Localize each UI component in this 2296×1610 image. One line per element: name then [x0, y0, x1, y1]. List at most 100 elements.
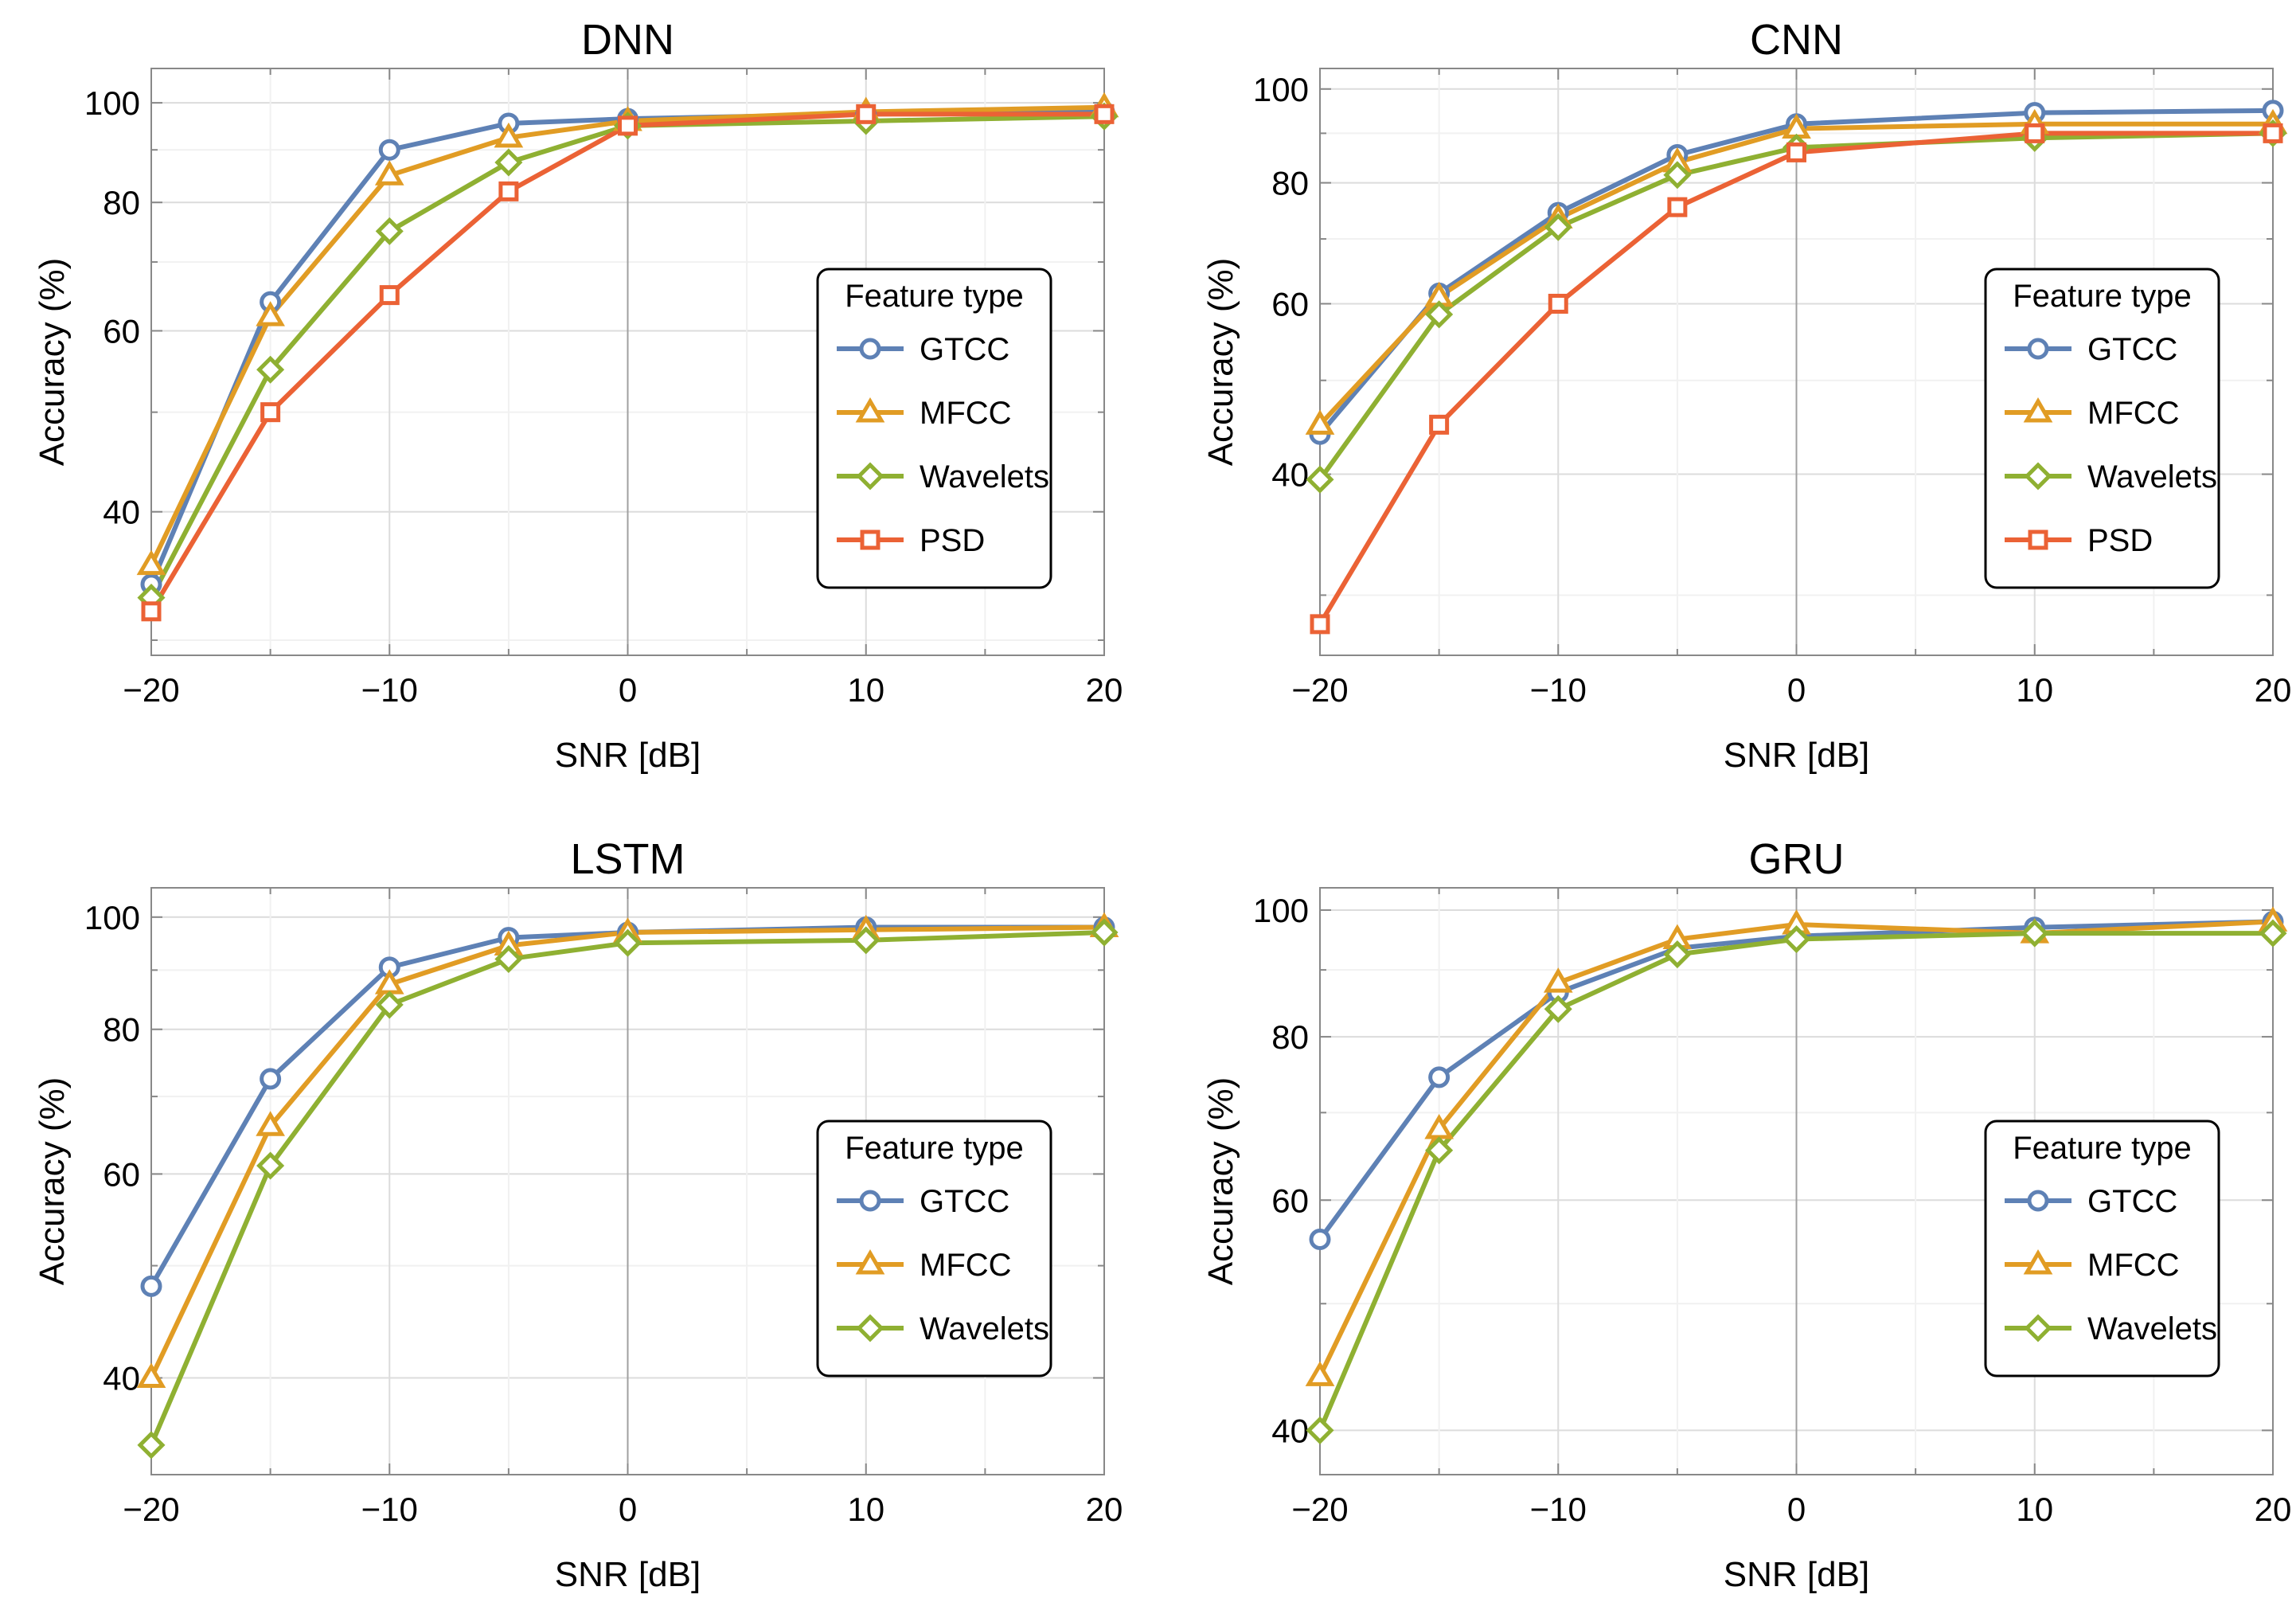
legend-marker-mfcc	[855, 397, 885, 423]
legend-title: Feature type	[2013, 279, 2192, 314]
data-point-wavelets	[256, 1151, 285, 1180]
x-axis-label: SNR [dB]	[1724, 1555, 1869, 1594]
x-tick-label: 20	[1086, 1491, 1123, 1528]
x-tick-label: 10	[2016, 1491, 2053, 1528]
data-point-wavelets	[613, 928, 642, 957]
data-point-wavelets	[375, 217, 404, 245]
data-point-wavelets	[494, 944, 523, 973]
x-tick-label: −10	[361, 1491, 418, 1528]
legend-label-wavelets: Wavelets	[2087, 459, 2217, 494]
legend-label-wavelets: Wavelets	[920, 459, 1049, 494]
legend: Feature type GTCC MFCC Wavelets	[816, 1120, 1052, 1377]
chart-dnn: −20 −10 0 10 20 40 60 80 100 DNN SNR [dB] Accuracy …	[33, 16, 1123, 775]
legend-label-psd: PSD	[920, 523, 985, 558]
data-point-wavelets	[1544, 213, 1572, 241]
y-axis-label: Accuracy (%)	[33, 258, 72, 467]
chart-title: LSTM	[570, 835, 685, 883]
y-tick-label: 80	[103, 1011, 140, 1049]
data-point-gtcc	[1309, 1228, 1331, 1250]
data-point-psd	[1548, 293, 1568, 314]
y-tick-label: 40	[103, 1360, 140, 1397]
x-axis-label: SNR [dB]	[555, 1555, 701, 1594]
y-tick-label: 100	[84, 899, 140, 936]
legend-label-mfcc: MFCC	[920, 1248, 1012, 1283]
data-point-mfcc	[374, 160, 404, 186]
x-tick-label: 10	[847, 671, 884, 709]
legend: Feature type GTCC MFCC Wavelets	[1984, 1120, 2220, 1377]
data-point-mfcc	[494, 122, 524, 148]
data-point-mfcc	[256, 1111, 285, 1136]
data-point-wavelets	[1782, 925, 1811, 954]
x-tick-label: 20	[2255, 1491, 2292, 1528]
x-tick-label: −20	[123, 1491, 179, 1528]
data-point-psd	[2263, 123, 2283, 143]
legend-marker-mfcc	[855, 1249, 885, 1275]
legend-box	[1984, 1120, 2220, 1377]
y-tick-label: 40	[1271, 456, 1309, 494]
data-point-wavelets	[852, 926, 881, 955]
legend-label-mfcc: MFCC	[2087, 1248, 2180, 1283]
x-tick-label: 20	[1086, 671, 1123, 709]
x-tick-label: −20	[1291, 1491, 1348, 1528]
data-point-wavelets	[375, 991, 404, 1019]
legend-marker-wavelets	[856, 462, 884, 490]
x-tick-label: −10	[1530, 1491, 1587, 1528]
data-point-gtcc	[140, 1275, 162, 1297]
y-tick-label: 40	[1271, 1412, 1309, 1449]
x-tick-label: 0	[619, 671, 637, 709]
legend-marker-gtcc	[859, 338, 881, 360]
y-tick-label: 100	[84, 84, 140, 122]
data-point-mfcc	[136, 1362, 166, 1389]
y-axis-label: Accuracy (%)	[33, 1077, 72, 1286]
data-point-psd	[2025, 123, 2045, 143]
legend-label-gtcc: GTCC	[920, 1184, 1009, 1219]
legend-title: Feature type	[2013, 1131, 2192, 1166]
legend-marker-wavelets	[2024, 462, 2052, 490]
data-point-psd	[618, 115, 638, 136]
legend-marker-psd	[2028, 530, 2048, 550]
x-tick-label: −20	[123, 671, 179, 709]
data-point-mfcc	[1543, 967, 1573, 993]
chart-title: GRU	[1749, 835, 1845, 883]
data-point-mfcc	[1305, 409, 1335, 435]
data-point-psd	[1310, 614, 1330, 635]
chart-cnn: −20 −10 0 10 20 40 60 80 100 CNN SNR [dB] Accuracy …	[1201, 16, 2291, 775]
data-point-mfcc	[1305, 1361, 1335, 1386]
data-point-wavelets	[1090, 918, 1119, 947]
data-point-psd	[379, 285, 400, 306]
data-point-wavelets	[1663, 161, 1692, 190]
data-point-psd	[856, 104, 877, 124]
data-point-mfcc	[256, 301, 285, 326]
data-point-wavelets	[2259, 919, 2287, 948]
x-tick-label: 10	[2016, 671, 2053, 709]
data-point-wavelets	[1425, 300, 1454, 329]
data-point-wavelets	[137, 1431, 166, 1460]
y-tick-label: 60	[103, 312, 140, 350]
data-point-psd	[141, 601, 162, 622]
data-point-wavelets	[1306, 1416, 1334, 1444]
y-tick-label: 60	[103, 1155, 140, 1193]
legend-box	[816, 1120, 1052, 1377]
data-point-psd	[1786, 142, 1806, 162]
x-tick-label: 20	[2255, 671, 2292, 709]
y-axis-label: Accuracy (%)	[1201, 258, 1240, 467]
legend-marker-gtcc	[2027, 338, 2049, 360]
legend-title: Feature type	[845, 1131, 1024, 1166]
y-tick-label: 60	[1271, 1182, 1309, 1219]
legend-label-mfcc: MFCC	[2087, 396, 2180, 431]
chart-title: CNN	[1750, 16, 1843, 64]
data-point-psd	[1667, 197, 1688, 217]
data-point-mfcc	[136, 549, 166, 576]
data-point-gtcc	[378, 139, 400, 161]
x-tick-label: −10	[361, 671, 418, 709]
legend-label-wavelets: Wavelets	[920, 1311, 1049, 1346]
x-tick-label: 0	[1787, 671, 1806, 709]
legend-marker-wavelets	[856, 1314, 884, 1342]
chart-title: DNN	[581, 16, 674, 64]
legend-label-psd: PSD	[2087, 523, 2153, 558]
y-tick-label: 80	[103, 184, 140, 221]
legend-marker-gtcc	[2027, 1190, 2049, 1212]
chart-lstm: −20 −10 0 10 20 40 60 80 100 LSTM SNR [dB] Accuracy…	[33, 835, 1123, 1594]
data-point-wavelets	[1544, 995, 1572, 1023]
